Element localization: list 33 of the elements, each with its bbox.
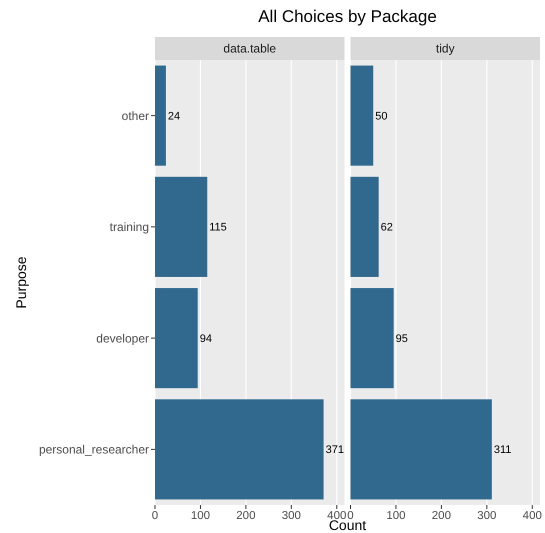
- bar: [155, 66, 166, 166]
- bar: [350, 176, 379, 277]
- data-label: 24: [168, 110, 180, 122]
- x-tick-label: 0: [347, 510, 354, 522]
- y-tick-label: developer: [96, 331, 149, 346]
- bar: [350, 288, 394, 388]
- data-label: 371: [326, 444, 344, 456]
- y-tick-label: personal_researcher: [38, 442, 150, 457]
- x-tick-label: 200: [236, 510, 256, 522]
- bar: [350, 399, 492, 500]
- bar: [350, 66, 374, 166]
- y-tick-label: training: [110, 220, 149, 234]
- x-tick-label: 100: [386, 510, 406, 522]
- data-label: 95: [396, 332, 408, 345]
- chart-subtitle: tidy: [436, 42, 455, 56]
- x-tick-label: 400: [522, 510, 542, 522]
- x-tick-label: 200: [432, 510, 451, 522]
- x-tick-label: 0: [152, 510, 158, 522]
- x-tick-label: 100: [190, 510, 210, 522]
- data-label: 94: [200, 332, 212, 345]
- chart-subtitle: data.table: [223, 42, 276, 56]
- x-tick-label: 300: [282, 510, 301, 522]
- data-label: 62: [380, 222, 393, 234]
- x-tick-label: 300: [477, 510, 496, 522]
- bar: [155, 399, 324, 500]
- bar: [155, 176, 208, 277]
- data-label: 115: [209, 222, 227, 234]
- bar: [155, 288, 198, 388]
- chart-title: All Choices by Package: [258, 7, 437, 26]
- y-axis-title: Purpose: [13, 256, 29, 309]
- data-label: 311: [494, 444, 512, 456]
- y-tick-label: other: [122, 108, 149, 123]
- data-label: 50: [375, 110, 388, 122]
